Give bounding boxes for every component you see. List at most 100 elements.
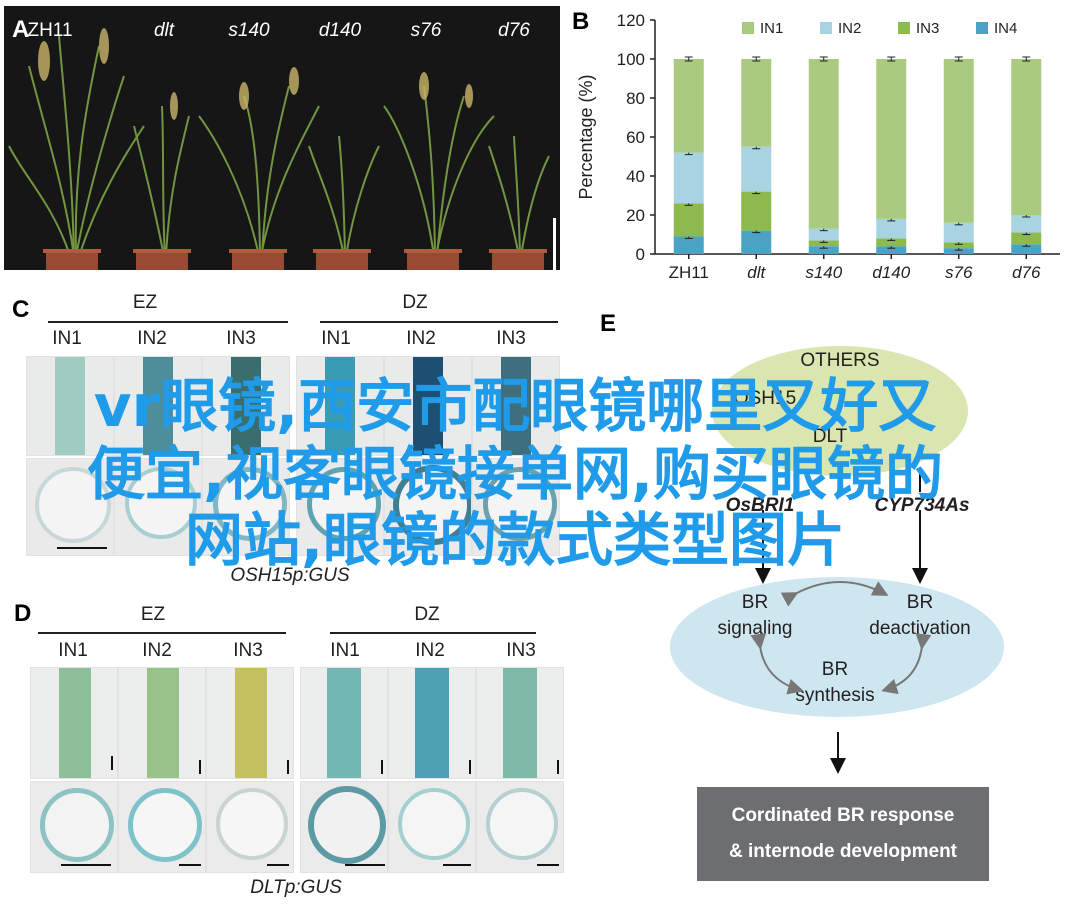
group-line	[320, 321, 558, 323]
tissue-image	[206, 667, 294, 779]
panel-label-d: D	[14, 600, 32, 627]
x-tick-label: d140	[872, 263, 910, 282]
x-tick-label: dlt	[747, 263, 766, 282]
regulator-osh15: OSH15	[733, 388, 797, 409]
cross-section-image	[388, 781, 476, 873]
y-tick-label: 80	[626, 89, 645, 108]
bar-segment	[741, 59, 772, 147]
cross-section-image	[300, 781, 388, 873]
tissue-image	[300, 667, 388, 779]
legend-swatch	[976, 22, 988, 34]
genotype-label: dlt	[153, 20, 175, 41]
tissue-image	[26, 356, 114, 456]
br-synthesis-label: BR synthesis	[795, 659, 875, 706]
tissue-image	[388, 667, 476, 779]
group-line	[330, 632, 536, 634]
bar-segment	[673, 236, 704, 254]
cross-section-image	[202, 458, 290, 556]
x-tick-label: d76	[1012, 263, 1041, 282]
bar-segment	[943, 248, 974, 254]
regulator-oval	[712, 346, 968, 476]
internode-label: IN1	[321, 328, 351, 349]
response-line-2: & internode development	[728, 841, 958, 862]
bar-segment	[808, 246, 839, 254]
pot	[229, 249, 287, 270]
bar-segment	[943, 242, 974, 249]
internode-label: IN1	[58, 640, 88, 661]
internode-label: IN2	[415, 640, 445, 661]
bar-segment	[673, 203, 704, 237]
cross-section-image	[30, 781, 118, 873]
legend-label: IN1	[760, 20, 783, 37]
internode-label: IN2	[137, 328, 167, 349]
y-tick-label: 0	[636, 245, 645, 264]
bar-segment	[741, 146, 772, 192]
overlay-title-line-1: vr眼镜,西安市配眼镜哪里又好又	[93, 372, 937, 440]
x-tick-label: s140	[805, 263, 842, 282]
tissue-image	[296, 356, 384, 456]
genotype-label: d76	[498, 20, 530, 41]
cross-section-image	[472, 458, 560, 556]
bar-segment	[1011, 232, 1042, 245]
y-axis-label: Percentage (%)	[576, 74, 596, 199]
y-tick-label: 120	[617, 11, 645, 30]
bar-segment	[808, 59, 839, 229]
zone-label-ez: EZ	[132, 292, 158, 313]
bar-segment	[808, 240, 839, 247]
y-tick-label: 100	[617, 50, 645, 69]
pot	[43, 249, 101, 270]
internode-label: IN3	[226, 328, 256, 349]
legend-swatch	[742, 22, 754, 34]
panel-a-plant-photo: ZH11 dlt s140 d140 s76 d76	[4, 6, 560, 270]
cross-section-image	[26, 458, 114, 556]
panel-label-b: B	[572, 8, 590, 35]
bar-segment	[673, 152, 704, 204]
regulator-dlt: DLT	[812, 426, 848, 447]
internode-label: IN2	[142, 640, 172, 661]
bar-segment	[943, 59, 974, 223]
gene-cyp734as: CYP734As	[874, 495, 970, 516]
bar-segment	[808, 228, 839, 241]
legend-swatch	[898, 22, 910, 34]
legend-swatch	[820, 22, 832, 34]
pot	[489, 249, 547, 270]
internode-label: IN3	[496, 328, 526, 349]
overlay-title-line-3: 网站,眼镜的款式类型图片	[184, 506, 846, 574]
tissue-image	[118, 667, 206, 779]
regulator-others: OTHERS	[800, 350, 880, 371]
cross-section-image	[384, 458, 472, 556]
stacked-bar-chart: 0 20 40 60 80 100 120 Percentage (%) ZH11 dlt s140…	[576, 11, 1060, 282]
scale-bar	[553, 218, 556, 270]
pot	[133, 249, 191, 270]
x-tick-label: s76	[945, 263, 973, 282]
bar-segment	[876, 59, 907, 219]
zone-label-ez: EZ	[140, 604, 166, 625]
internode-label: IN2	[406, 328, 436, 349]
panel-label-c: C	[12, 296, 30, 323]
pot	[404, 249, 462, 270]
bar-segment	[876, 246, 907, 254]
tissue-image	[384, 356, 472, 456]
genotype-label: d140	[318, 20, 362, 41]
genotype-label: s140	[228, 20, 270, 41]
zone-label-dz: DZ	[402, 292, 428, 313]
overlay-title-line-2: 便宜,视客眼镜接单网,购买眼镜的	[86, 440, 944, 508]
bar-segment	[876, 238, 907, 247]
cross-section-image	[296, 458, 384, 556]
legend-label: IN3	[916, 20, 939, 37]
tissue-image	[202, 356, 290, 456]
bar-segment	[1011, 215, 1042, 233]
tissue-image	[30, 667, 118, 779]
x-tick-label: ZH11	[669, 263, 709, 282]
bar-segment	[876, 218, 907, 239]
tissue-image	[476, 667, 564, 779]
panel-c-caption: OSH15p:GUS	[230, 565, 350, 586]
group-line	[38, 632, 286, 634]
group-line	[48, 321, 288, 323]
cross-section-image	[118, 781, 206, 873]
response-line-1: Cordinated BR response	[731, 805, 955, 826]
bar-segment	[943, 222, 974, 243]
bar-segment	[1011, 244, 1042, 254]
bar-segment	[741, 230, 772, 254]
tissue-image	[472, 356, 560, 456]
